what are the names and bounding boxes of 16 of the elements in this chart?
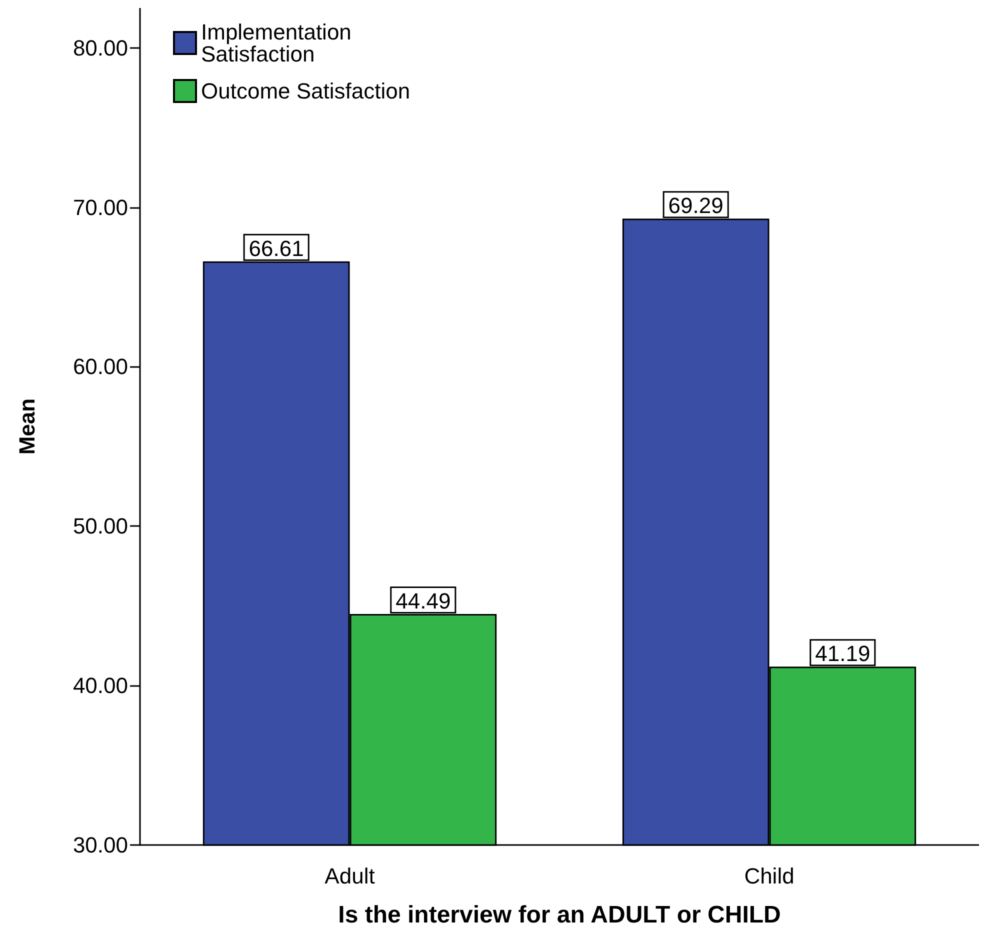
x-tick-label: Child [744,864,794,888]
data-label: 69.29 [668,193,724,218]
data-label: 44.49 [396,588,451,614]
y-axis-title: Mean [14,398,40,455]
x-tick-label: Adult [324,864,375,888]
x-axis-title: Is the interview for an ADULT or CHILD [338,902,781,928]
y-tick-label: 30.00 [72,832,128,858]
data-label: 66.61 [248,236,304,261]
y-tick-label: 40.00 [72,673,128,698]
y-tick-label: 80.00 [72,35,128,60]
y-tick-label: 50.00 [72,514,128,539]
data-label: 41.19 [815,641,870,666]
legend-label: Implementation Satisfaction [201,20,358,66]
legend-label: Outcome Satisfaction [201,78,410,104]
y-tick-label: 70.00 [72,194,128,220]
y-tick-label: 60.00 [72,354,128,380]
